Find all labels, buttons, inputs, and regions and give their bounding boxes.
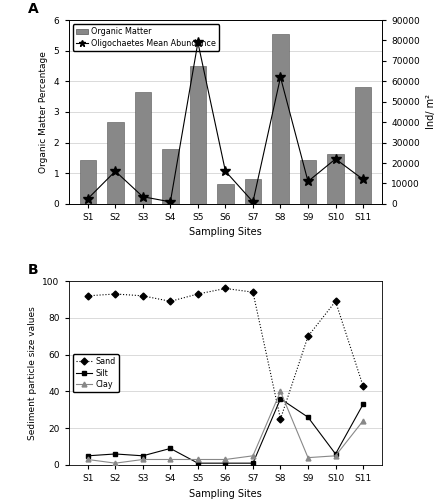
Bar (245, 180, 261, 204)
Bar (217, 184, 234, 204)
Y-axis label: Sediment particle size values: Sediment particle size values (28, 306, 37, 440)
Legend: Sand, Silt, Clay: Sand, Silt, Clay (72, 354, 118, 392)
Bar (355, 87, 371, 204)
Bar (327, 154, 344, 204)
Y-axis label: Organic Matter Percentage: Organic Matter Percentage (39, 51, 48, 173)
Y-axis label: Ind/ m²: Ind/ m² (426, 94, 436, 130)
Bar (162, 148, 179, 204)
Bar (272, 34, 289, 204)
Bar (190, 66, 206, 204)
Bar (300, 160, 316, 204)
Text: B: B (28, 264, 38, 278)
Text: A: A (28, 2, 38, 16)
X-axis label: Sampling Sites: Sampling Sites (189, 228, 262, 237)
Legend: Organic Matter, Oligochaetes Mean Abundance: Organic Matter, Oligochaetes Mean Abunda… (72, 24, 219, 51)
X-axis label: Sampling Sites: Sampling Sites (189, 488, 262, 498)
Bar (80, 160, 96, 204)
Bar (107, 122, 124, 204)
Bar (134, 92, 151, 204)
